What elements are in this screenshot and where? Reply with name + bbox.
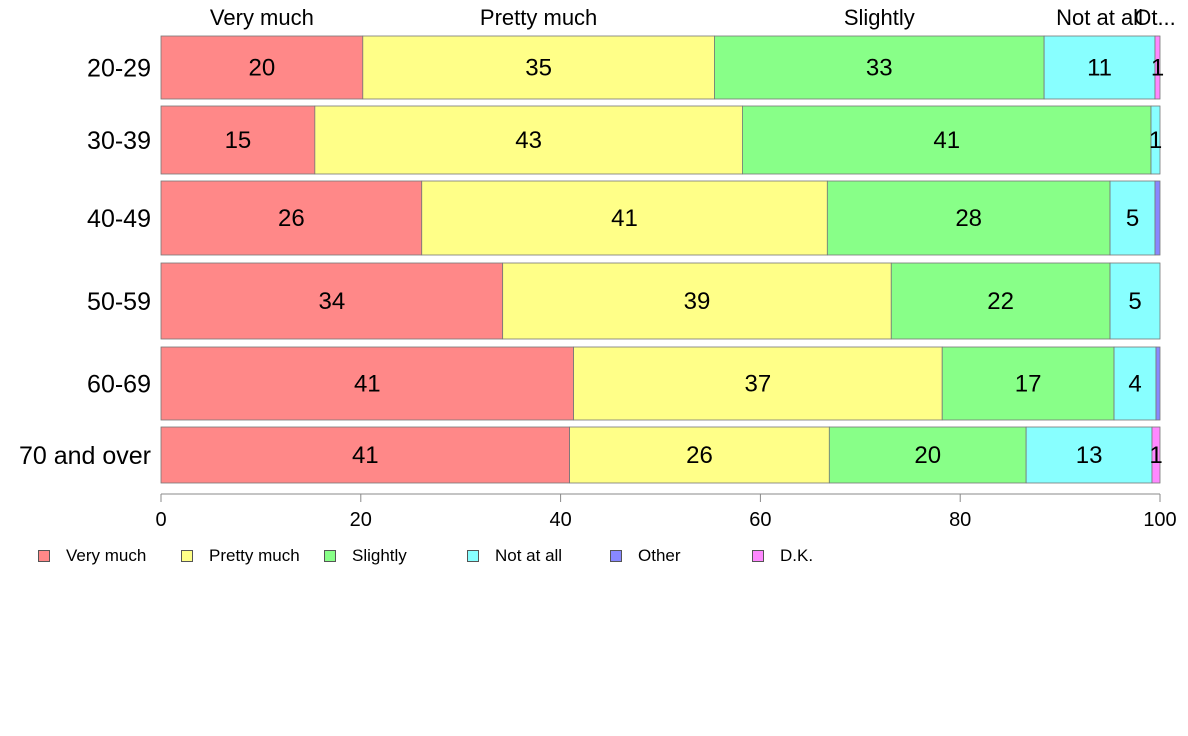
data-label: 20 — [249, 55, 276, 82]
bar-segment — [421, 180, 828, 256]
bar-segment — [160, 35, 364, 100]
data-label: 41 — [354, 371, 381, 398]
bar-segment — [1155, 346, 1161, 421]
bar-segment — [160, 262, 504, 340]
bar-segment — [1151, 426, 1161, 484]
bar-segment — [828, 426, 1027, 484]
category-label: 70 and over — [19, 442, 151, 470]
x-tick-label: 0 — [155, 509, 166, 531]
data-label: 1 — [1149, 442, 1162, 469]
data-label: 15 — [225, 127, 252, 154]
x-tick-label: 100 — [1143, 509, 1176, 531]
data-label: 17 — [1015, 371, 1042, 398]
category-label: 30-39 — [87, 127, 151, 155]
x-tick-label: 60 — [749, 509, 771, 531]
series-top-label: Pretty much — [480, 5, 597, 30]
bar-segment — [1154, 180, 1161, 256]
bar-segment — [941, 346, 1115, 421]
legend-item: Slightly — [324, 546, 407, 566]
data-label: 5 — [1128, 288, 1141, 315]
bar-segment — [714, 35, 1045, 100]
legend-swatch — [38, 550, 50, 562]
bar-segment — [362, 35, 715, 100]
legend-label: Very much — [66, 546, 147, 565]
legend-item: Other — [610, 546, 681, 566]
data-label: 35 — [525, 55, 552, 82]
legend-swatch — [467, 550, 479, 562]
bar-segment — [1109, 262, 1161, 340]
bar-segment — [1109, 180, 1156, 256]
category-label: 60-69 — [87, 371, 151, 399]
legend-label: Not at all — [495, 546, 563, 565]
data-label: 28 — [955, 205, 982, 232]
data-label: 39 — [684, 288, 711, 315]
legend-label: Other — [638, 546, 681, 565]
data-label: 33 — [866, 55, 893, 82]
bar-segment — [160, 105, 316, 175]
data-label: 22 — [987, 288, 1014, 315]
category-label: 40-49 — [87, 205, 151, 233]
legend: Very much Pretty much Slightly Not at all Ot… — [38, 546, 878, 570]
data-label: 37 — [745, 371, 772, 398]
x-tick-label: 40 — [549, 509, 571, 531]
data-label: 41 — [933, 127, 960, 154]
bar-segment — [1043, 35, 1156, 100]
bar-segment — [890, 262, 1111, 340]
bar-segment — [826, 180, 1111, 256]
category-label: 20-29 — [87, 55, 151, 83]
data-label: 11 — [1087, 55, 1112, 82]
data-label: 1 — [1149, 127, 1162, 154]
legend-item: Not at all — [467, 546, 562, 566]
series-top-label: Very much — [210, 5, 314, 30]
series-top-label: Ot... — [1134, 5, 1176, 30]
legend-swatch — [610, 550, 622, 562]
legend-label: D.K. — [780, 546, 814, 565]
data-label: 41 — [611, 205, 638, 232]
legend-item: D.K. — [752, 546, 813, 566]
x-tick-label: 20 — [350, 509, 372, 531]
bar-segment — [1025, 426, 1153, 484]
data-label: 5 — [1126, 205, 1139, 232]
data-label: 43 — [515, 127, 542, 154]
category-label: 50-59 — [87, 288, 151, 316]
bar-segment — [314, 105, 743, 175]
legend-label: Pretty much — [209, 546, 300, 565]
data-label: 34 — [318, 288, 345, 315]
legend-swatch — [324, 550, 336, 562]
bar-segment — [1113, 346, 1157, 421]
bar-segment — [502, 262, 892, 340]
data-label: 26 — [686, 442, 713, 469]
data-label: 1 — [1151, 55, 1164, 82]
bar-segment — [160, 180, 423, 256]
bar-segment — [160, 426, 570, 484]
x-tick-label: 80 — [949, 509, 971, 531]
data-label: 26 — [278, 205, 305, 232]
series-top-label: Slightly — [844, 5, 915, 30]
data-label: 20 — [914, 442, 941, 469]
bar-segment — [573, 346, 943, 421]
legend-item: Very much — [38, 546, 146, 566]
data-label: 13 — [1076, 442, 1103, 469]
legend-swatch — [752, 550, 764, 562]
bar-segment — [742, 105, 1152, 175]
data-label: 41 — [352, 442, 379, 469]
bar-segment — [1150, 105, 1161, 175]
data-label: 4 — [1128, 371, 1141, 398]
series-top-label: Not at all — [1056, 5, 1143, 30]
bar-segment — [569, 426, 830, 484]
legend-label: Slightly — [352, 546, 407, 565]
bar-segment — [160, 346, 574, 421]
bar-segment — [1154, 35, 1161, 100]
legend-swatch — [181, 550, 193, 562]
legend-item: Pretty much — [181, 546, 300, 566]
